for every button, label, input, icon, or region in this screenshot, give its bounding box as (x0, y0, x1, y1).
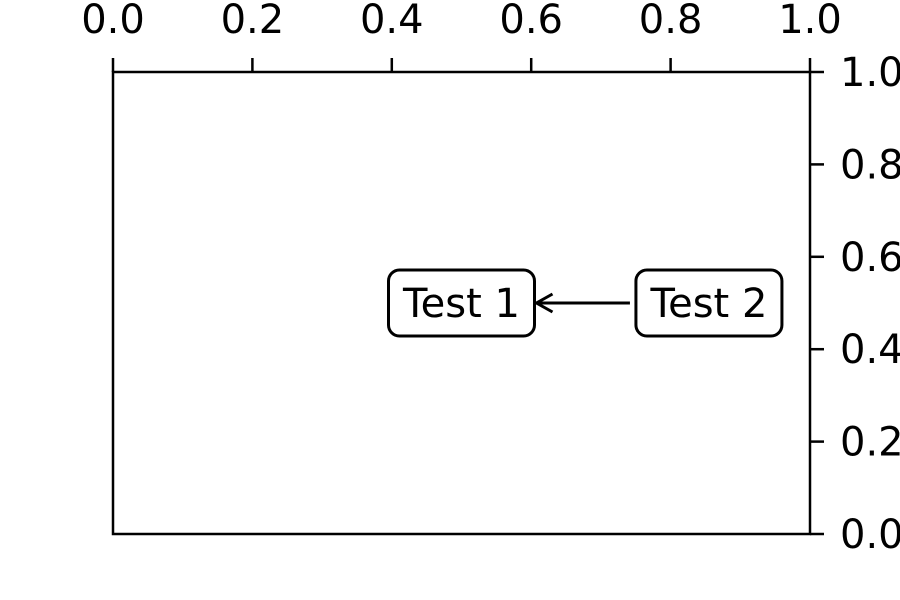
arrow-head-icon (533, 292, 554, 314)
x-tick-label: 0.8 (639, 0, 703, 43)
x-tick-label: 0.2 (221, 0, 285, 43)
y-axis-ticks: 0.0 0.2 0.4 0.6 0.8 1.0 (810, 50, 900, 558)
x-axis-ticks: 0.0 0.2 0.4 0.6 0.8 1.0 (81, 0, 842, 72)
y-tick-label: 0.8 (840, 142, 900, 188)
annotation-label: Test 1 (402, 281, 520, 327)
annotation-label: Test 2 (649, 281, 767, 327)
y-tick-label: 0.0 (840, 512, 900, 558)
annotation-box (634, 268, 784, 338)
x-tick-label: 0.4 (360, 0, 424, 43)
x-tick-label: 1.0 (778, 0, 842, 43)
annotations: Test 1 Test 2 (387, 268, 784, 338)
x-tick-label: 0.0 (81, 0, 145, 43)
y-tick-label: 0.4 (840, 327, 900, 373)
x-tick-label: 0.6 (499, 0, 563, 43)
plot-area-frame (111, 70, 812, 536)
y-tick-label: 1.0 (840, 50, 900, 96)
y-tick-label: 0.6 (840, 235, 900, 281)
y-tick-label: 0.2 (840, 420, 900, 466)
